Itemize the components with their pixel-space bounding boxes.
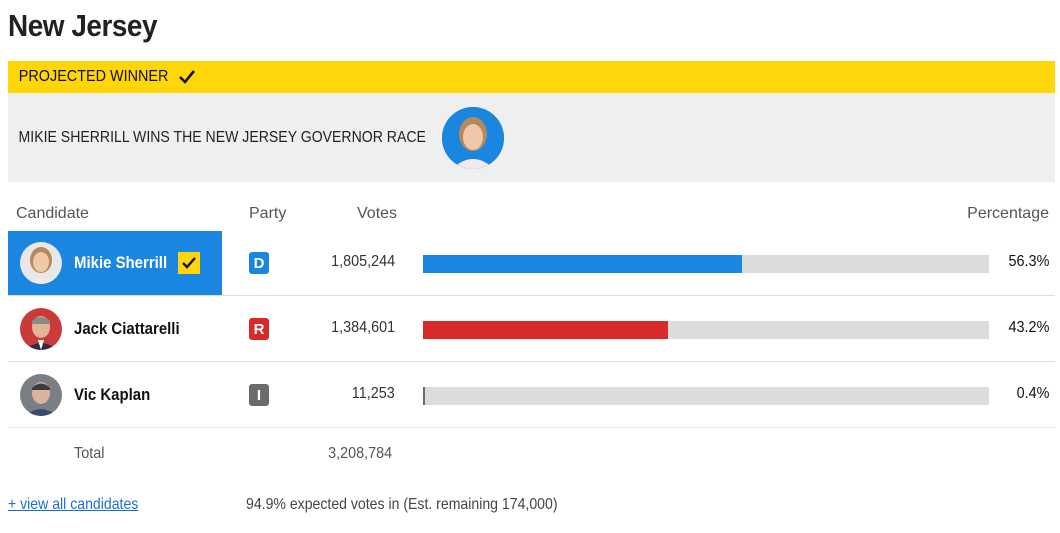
table-row: Vic Kaplan I 11,253 0.4% bbox=[8, 363, 1055, 427]
vote-bar-track bbox=[423, 387, 989, 405]
column-header-votes: Votes bbox=[357, 205, 398, 222]
vote-percentage: 43.2% bbox=[1008, 319, 1049, 336]
projected-winner-banner: PROJECTED WINNER bbox=[8, 61, 1055, 93]
vote-bar-fill bbox=[423, 387, 425, 405]
party-badge: D bbox=[249, 252, 269, 274]
party-badge: R bbox=[249, 318, 269, 340]
winner-headline: MIKIE SHERRILL WINS THE NEW JERSEY GOVER… bbox=[18, 128, 426, 146]
winner-panel: MIKIE SHERRILL WINS THE NEW JERSEY GOVER… bbox=[8, 93, 1055, 182]
candidate-cell[interactable]: Mikie Sherrill bbox=[8, 231, 222, 295]
vote-bar-track bbox=[423, 321, 989, 339]
party-badge: I bbox=[249, 384, 269, 406]
candidate-avatar bbox=[20, 242, 62, 284]
vote-count: 1,384,601 bbox=[330, 319, 395, 336]
column-header-party: Party bbox=[249, 205, 287, 222]
vote-percentage: 0.4% bbox=[1016, 385, 1049, 402]
candidate-name: Vic Kaplan bbox=[74, 385, 151, 404]
column-header-candidate: Candidate bbox=[16, 205, 89, 222]
vote-count: 11,253 bbox=[352, 385, 395, 402]
candidate-avatar bbox=[20, 308, 62, 350]
row-divider bbox=[8, 295, 1055, 296]
projected-winner-label: PROJECTED WINNER bbox=[18, 68, 169, 85]
vote-percentage: 56.3% bbox=[1008, 253, 1049, 270]
vote-bar-fill bbox=[423, 321, 668, 339]
vote-bar-fill bbox=[423, 255, 742, 273]
expected-votes-status: 94.9% expected votes in (Est. remaining … bbox=[246, 496, 558, 513]
total-label: Total bbox=[74, 445, 105, 462]
table-row: Jack Ciattarelli R 1,384,601 43.2% bbox=[8, 297, 1055, 361]
row-divider bbox=[8, 361, 1055, 362]
checkmark-icon bbox=[179, 70, 196, 84]
total-votes: 3,208,784 bbox=[327, 445, 392, 462]
candidate-cell[interactable]: Jack Ciattarelli bbox=[8, 297, 222, 361]
candidate-name: Jack Ciattarelli bbox=[74, 319, 180, 338]
total-divider bbox=[8, 427, 1055, 428]
column-header-percentage: Percentage bbox=[967, 205, 1049, 222]
view-all-candidates-link[interactable]: + view all candidates bbox=[8, 496, 139, 513]
candidate-avatar bbox=[20, 374, 62, 416]
vote-count: 1,805,244 bbox=[330, 253, 395, 270]
candidate-name: Mikie Sherrill bbox=[74, 253, 168, 272]
candidate-cell[interactable]: Vic Kaplan bbox=[8, 363, 222, 427]
page-title: New Jersey bbox=[8, 8, 158, 43]
vote-bar-track bbox=[423, 255, 989, 273]
winner-check-icon bbox=[178, 252, 200, 274]
winner-avatar bbox=[442, 107, 504, 169]
table-row: Mikie Sherrill D 1,805,244 56.3% bbox=[8, 231, 1055, 295]
